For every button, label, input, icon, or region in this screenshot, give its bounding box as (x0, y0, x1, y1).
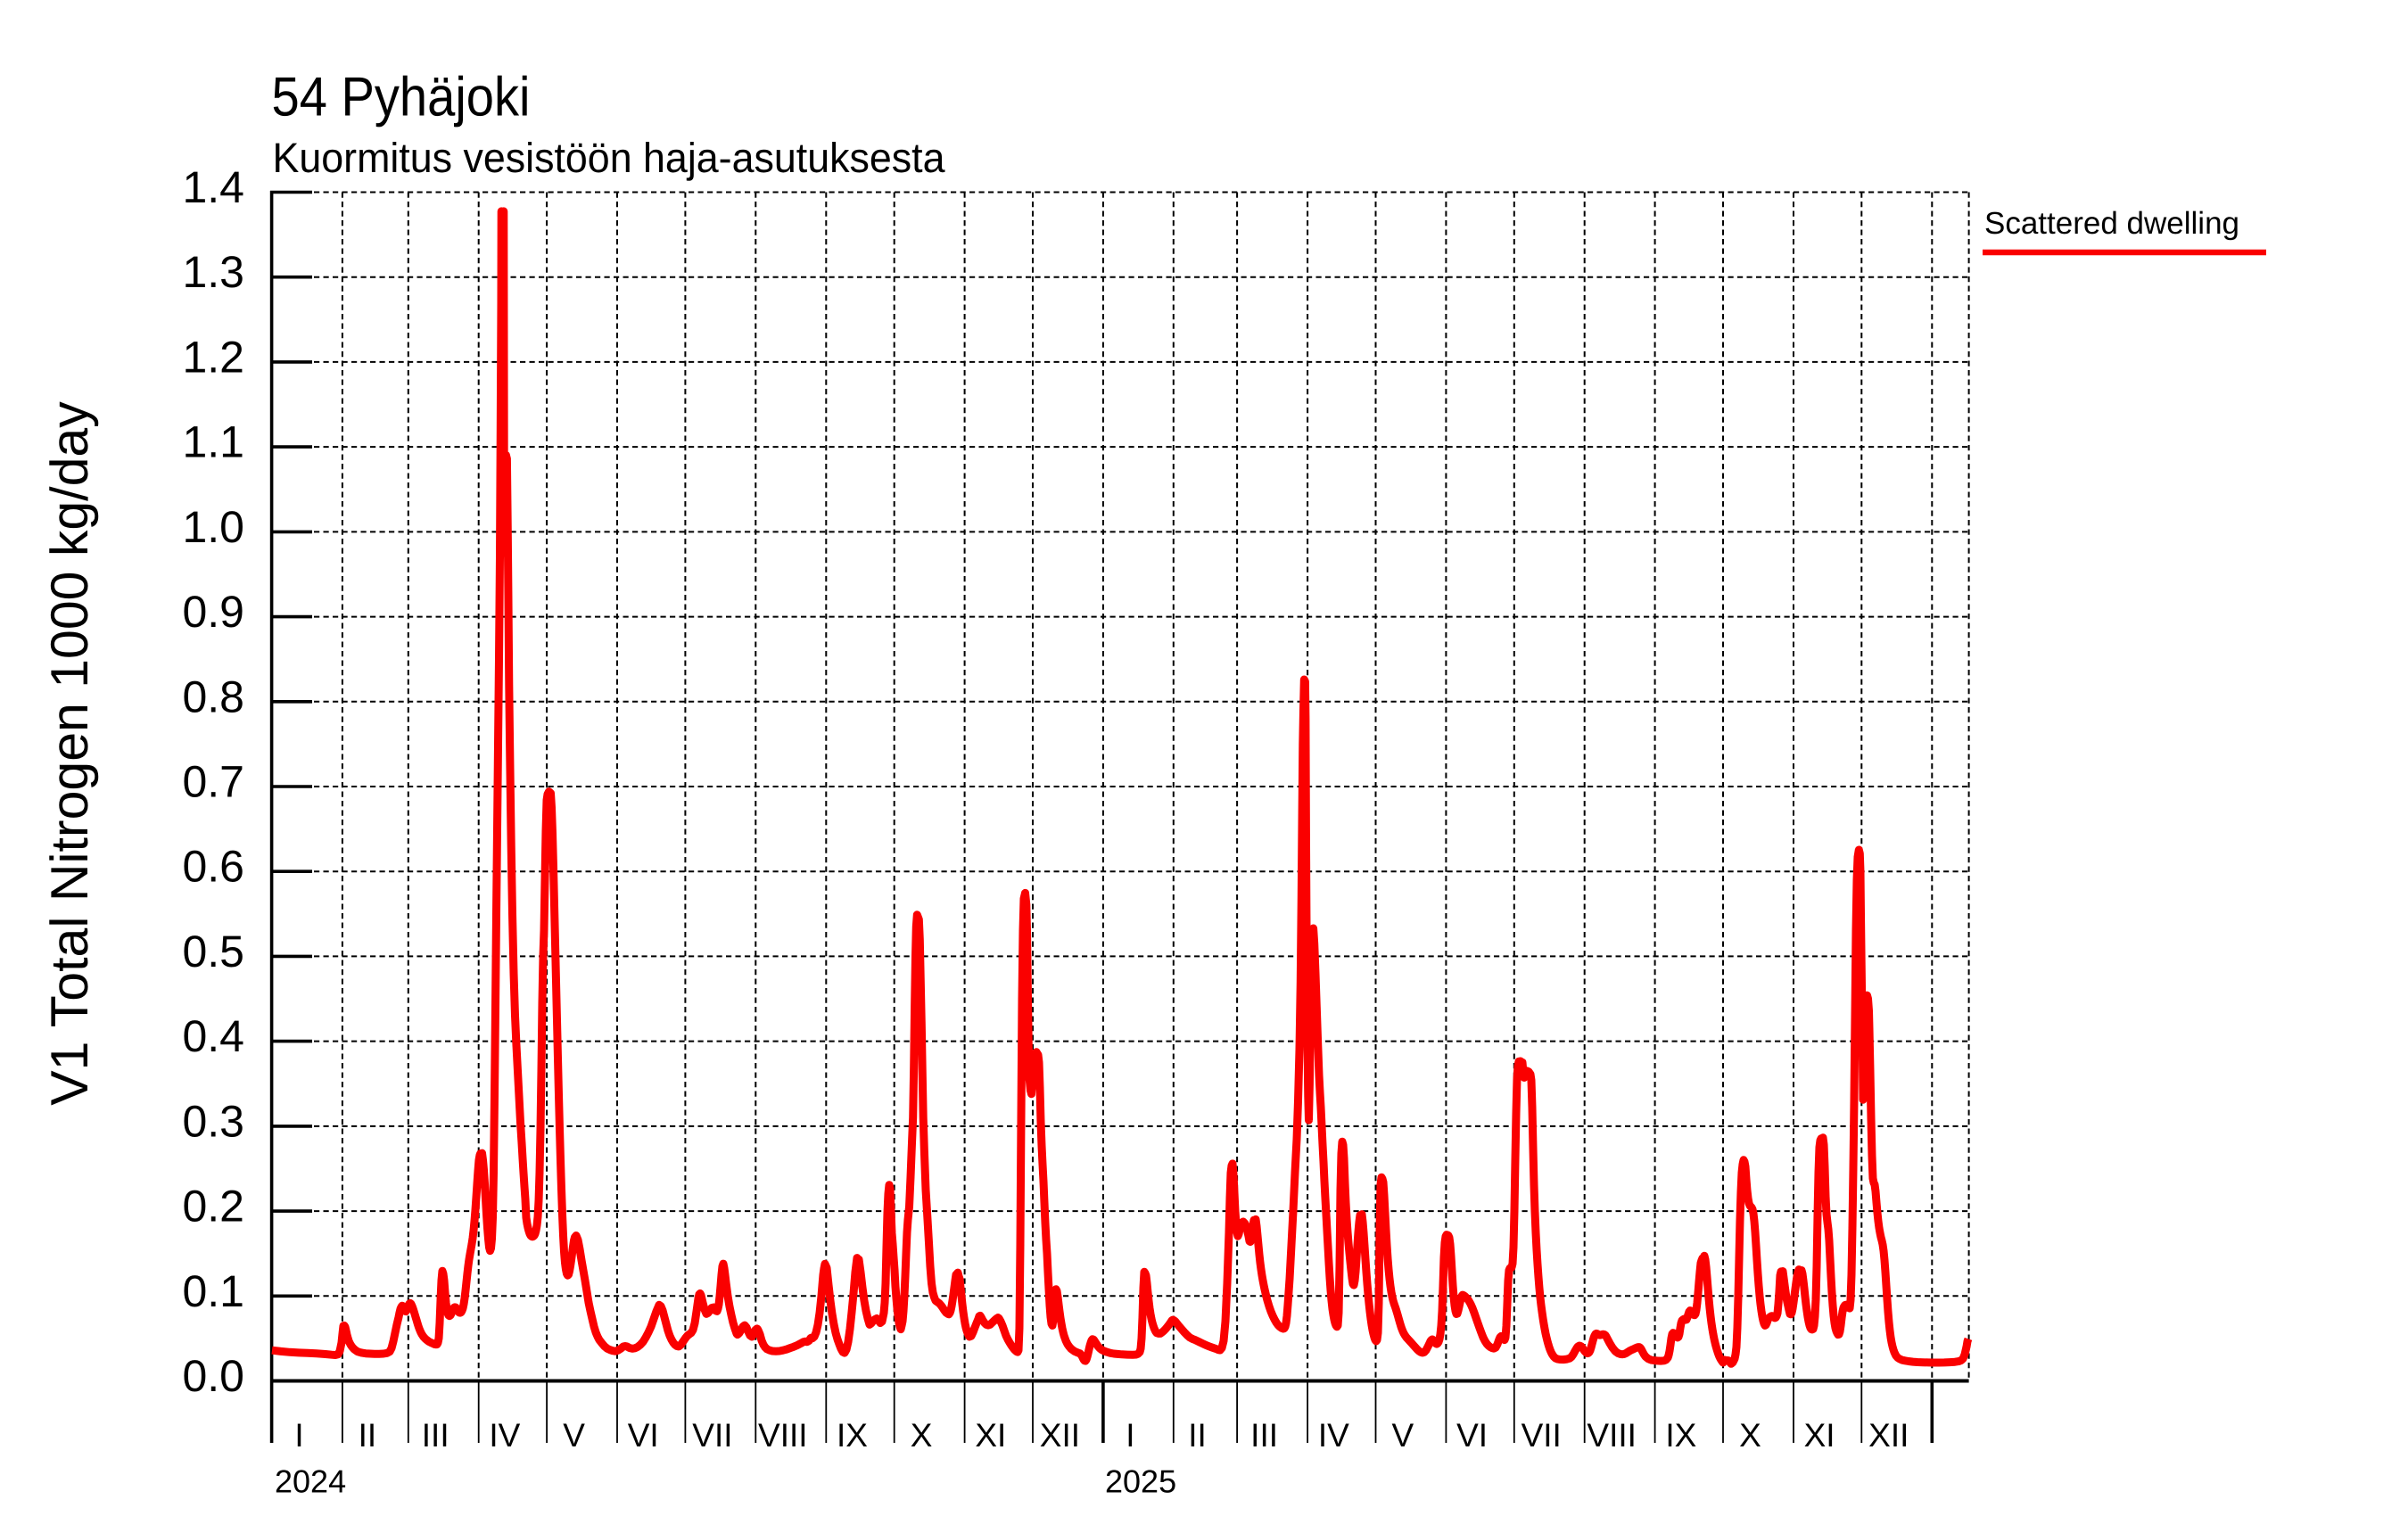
svg-text:VI: VI (628, 1417, 659, 1454)
svg-text:V: V (1392, 1417, 1414, 1454)
svg-text:VIII: VIII (1587, 1417, 1637, 1454)
svg-text:XI: XI (975, 1417, 1006, 1454)
svg-text:III: III (422, 1417, 449, 1454)
svg-text:V: V (563, 1417, 585, 1454)
svg-text:IX: IX (1665, 1417, 1696, 1454)
svg-text:VII: VII (692, 1417, 732, 1454)
svg-text:1.1: 1.1 (182, 417, 244, 467)
svg-text:XI: XI (1804, 1417, 1835, 1454)
svg-text:0.6: 0.6 (182, 842, 244, 892)
svg-text:IV: IV (489, 1417, 520, 1454)
svg-text:2024: 2024 (275, 1463, 346, 1500)
svg-text:XII: XII (1040, 1417, 1080, 1454)
svg-text:V1 Total Nitrogen 1000 kg/day: V1 Total Nitrogen 1000 kg/day (40, 401, 99, 1106)
svg-text:2025: 2025 (1105, 1463, 1176, 1500)
svg-text:III: III (1250, 1417, 1278, 1454)
svg-text:0.3: 0.3 (182, 1096, 244, 1146)
svg-text:0.0: 0.0 (182, 1351, 244, 1401)
svg-text:1.2: 1.2 (182, 332, 244, 382)
svg-text:XII: XII (1868, 1417, 1909, 1454)
svg-text:0.8: 0.8 (182, 671, 244, 721)
svg-text:I: I (1126, 1417, 1134, 1454)
svg-text:0.1: 0.1 (182, 1266, 244, 1316)
svg-text:VIII: VIII (758, 1417, 808, 1454)
svg-text:Kuormitus vesistöön haja-asutu: Kuormitus vesistöön haja-asutuksesta (273, 134, 946, 181)
svg-text:IX: IX (837, 1417, 868, 1454)
svg-text:0.5: 0.5 (182, 927, 244, 976)
svg-text:IV: IV (1318, 1417, 1349, 1454)
svg-text:1.3: 1.3 (182, 247, 244, 297)
svg-text:X: X (911, 1417, 933, 1454)
svg-text:54 Pyhäjoki: 54 Pyhäjoki (272, 67, 531, 128)
svg-text:II: II (359, 1417, 377, 1454)
svg-text:Scattered dwelling: Scattered dwelling (1984, 206, 2239, 241)
svg-text:0.2: 0.2 (182, 1182, 244, 1232)
svg-text:0.7: 0.7 (182, 757, 244, 807)
svg-text:I: I (294, 1417, 303, 1454)
svg-text:1.0: 1.0 (182, 502, 244, 552)
svg-text:VI: VI (1456, 1417, 1488, 1454)
svg-text:1.4: 1.4 (182, 162, 244, 212)
svg-text:X: X (1739, 1417, 1761, 1454)
svg-text:0.9: 0.9 (182, 587, 244, 637)
svg-text:VII: VII (1521, 1417, 1562, 1454)
svg-text:0.4: 0.4 (182, 1011, 244, 1061)
svg-text:II: II (1188, 1417, 1207, 1454)
